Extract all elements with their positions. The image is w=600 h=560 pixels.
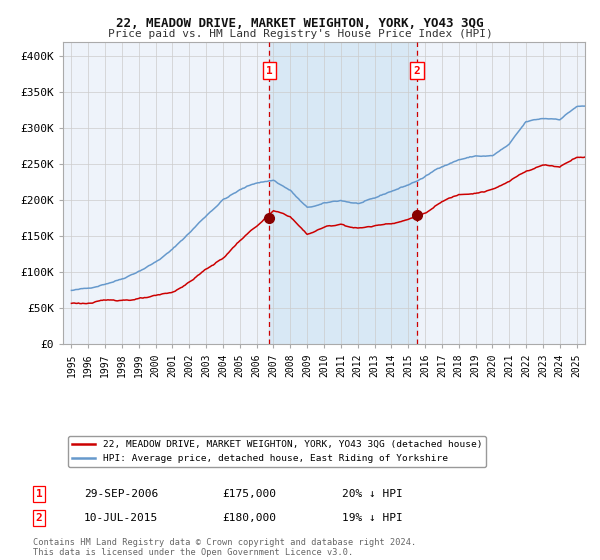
Text: £180,000: £180,000 [222,513,276,523]
Legend: 22, MEADOW DRIVE, MARKET WEIGHTON, YORK, YO43 3QG (detached house), HPI: Average: 22, MEADOW DRIVE, MARKET WEIGHTON, YORK,… [68,436,486,466]
Text: 2: 2 [35,513,43,523]
Text: Price paid vs. HM Land Registry's House Price Index (HPI): Price paid vs. HM Land Registry's House … [107,29,493,39]
Text: Contains HM Land Registry data © Crown copyright and database right 2024.
This d: Contains HM Land Registry data © Crown c… [33,538,416,557]
Text: 19% ↓ HPI: 19% ↓ HPI [342,513,403,523]
Bar [269,42,417,344]
Text: 1: 1 [266,66,272,76]
Text: 20% ↓ HPI: 20% ↓ HPI [342,489,403,499]
Text: 2: 2 [413,66,421,76]
Text: £175,000: £175,000 [222,489,276,499]
Text: 29-SEP-2006: 29-SEP-2006 [84,489,158,499]
Text: 22, MEADOW DRIVE, MARKET WEIGHTON, YORK, YO43 3QG: 22, MEADOW DRIVE, MARKET WEIGHTON, YORK,… [116,17,484,30]
Text: 1: 1 [35,489,43,499]
Text: 10-JUL-2015: 10-JUL-2015 [84,513,158,523]
